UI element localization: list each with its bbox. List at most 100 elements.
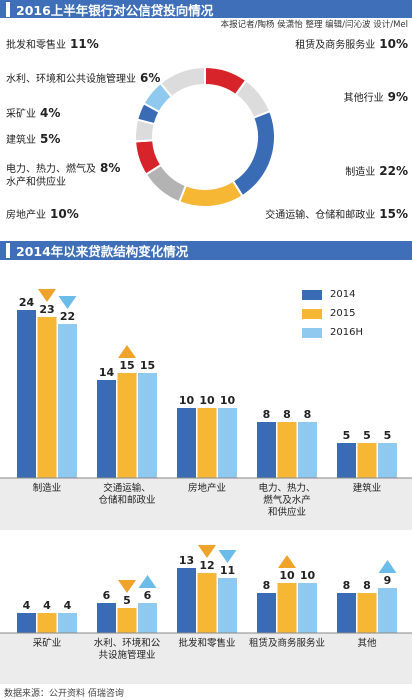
category-label: 批发和零售业: [178, 637, 235, 649]
bar: [298, 583, 317, 633]
bar: [378, 443, 397, 478]
bar: [138, 603, 157, 633]
data-label: 4: [43, 599, 51, 612]
bar: [117, 373, 137, 478]
bar: [218, 578, 237, 633]
bar: [17, 310, 36, 478]
data-label: 8: [363, 579, 371, 592]
bar: [257, 422, 276, 478]
legend-swatch: [302, 308, 322, 319]
data-label: 9: [384, 574, 392, 587]
donut-label-other: 其他行业 9%: [343, 90, 408, 105]
donut-label-realestate: 房地产业 10%: [6, 207, 79, 222]
legend-item-2015: 2015: [302, 304, 363, 323]
section1-banner: 2016上半年银行对公信贷投向情况: [0, 0, 412, 18]
bar: [97, 603, 116, 633]
donut-slice: [158, 65, 206, 99]
category-label: 房地产业: [188, 482, 226, 494]
bar: [37, 613, 57, 633]
donut-label-transport: 交通运输、仓储和邮政业 15%: [265, 207, 408, 222]
category-label: 和供应业: [268, 506, 306, 518]
category-label: 租赁及商务服务业: [249, 637, 325, 649]
category-label: 水利、环境和公: [94, 637, 161, 649]
data-label: 5: [123, 594, 131, 607]
data-label: 8: [343, 579, 351, 592]
category-label: 交通运输、: [103, 482, 151, 494]
data-label: 15: [119, 359, 134, 372]
data-label: 5: [363, 429, 371, 442]
bar: [197, 408, 217, 478]
data-label: 4: [23, 599, 31, 612]
data-label: 4: [64, 599, 72, 612]
donut-label-water: 水利、环境和公共设施管理业 6%: [6, 71, 161, 86]
legend-item-2014: 2014: [302, 285, 363, 304]
bar: [197, 573, 217, 633]
bar: [277, 583, 297, 633]
data-label: 10: [179, 394, 195, 407]
donut-label-leasing: 租赁及商务服务业 10%: [295, 37, 408, 52]
category-label: 电力、热力、: [258, 482, 315, 494]
data-label: 5: [343, 429, 351, 442]
arrow-up-icon: [118, 345, 136, 358]
bar: [337, 593, 356, 633]
bar: [337, 443, 356, 478]
data-label: 8: [263, 408, 271, 421]
bar: [37, 317, 57, 478]
category-band: [0, 633, 412, 684]
data-label: 12: [199, 559, 214, 572]
data-label: 10: [220, 394, 236, 407]
data-label: 22: [60, 310, 75, 323]
bar: [298, 422, 317, 478]
arrow-down-icon: [218, 550, 237, 563]
legend-swatch: [302, 327, 322, 338]
bar: [218, 408, 237, 478]
bar: [257, 593, 276, 633]
donut-label-power: 电力、热力、燃气及 8% 水产和供应业: [6, 161, 121, 189]
data-label: 10: [300, 569, 316, 582]
data-label: 8: [263, 579, 271, 592]
donut-label-construction: 建筑业 5%: [6, 132, 61, 147]
arrow-up-icon: [278, 555, 296, 568]
chart-legend: 2014 2015 2016H: [302, 285, 363, 342]
category-label: 共设施管理业: [98, 649, 155, 661]
legend-item-2016h: 2016H: [302, 323, 363, 342]
donut-slice: [177, 179, 244, 208]
category-label: 仓储和邮政业: [98, 494, 155, 506]
bar: [58, 613, 77, 633]
data-label: 14: [99, 366, 115, 379]
category-label: 建筑业: [353, 482, 382, 494]
section2-banner: 2014年以来贷款结构变化情况: [0, 241, 412, 260]
bar: [357, 443, 377, 478]
data-label: 23: [39, 303, 54, 316]
banner-bar-icon: [6, 1, 10, 17]
data-label: 6: [103, 589, 111, 602]
section1-title: 2016上半年银行对公信贷投向情况: [16, 2, 214, 18]
bar: [17, 613, 36, 633]
data-label: 10: [279, 569, 295, 582]
data-label: 5: [384, 429, 392, 442]
bar: [177, 408, 196, 478]
legend-swatch: [302, 289, 322, 300]
bar: [97, 380, 116, 478]
arrow-down-icon: [198, 545, 216, 558]
data-label: 24: [19, 296, 35, 309]
data-label: 13: [179, 554, 194, 567]
donut-label-manufacturing: 制造业 22%: [345, 164, 408, 179]
category-band: [0, 478, 412, 530]
donut-label-wholesale: 批发和零售业 11%: [6, 37, 99, 52]
bar: [277, 422, 297, 478]
arrow-down-icon: [118, 580, 136, 593]
bar: [378, 588, 397, 633]
banner-bar-icon: [6, 243, 10, 258]
arrow-up-icon: [138, 575, 157, 588]
data-label: 8: [304, 408, 312, 421]
data-label: 8: [283, 408, 291, 421]
arrow-up-icon: [378, 560, 397, 573]
category-label: 采矿业: [33, 637, 62, 649]
bar: [138, 373, 157, 478]
category-label: 燃气及水产: [263, 494, 311, 506]
data-label: 11: [220, 564, 235, 577]
arrow-down-icon: [58, 296, 77, 309]
credit-line: 本报记者/陶杨 侯潇怡 整理 编辑/闫沁波 设计/Mel: [220, 20, 408, 30]
